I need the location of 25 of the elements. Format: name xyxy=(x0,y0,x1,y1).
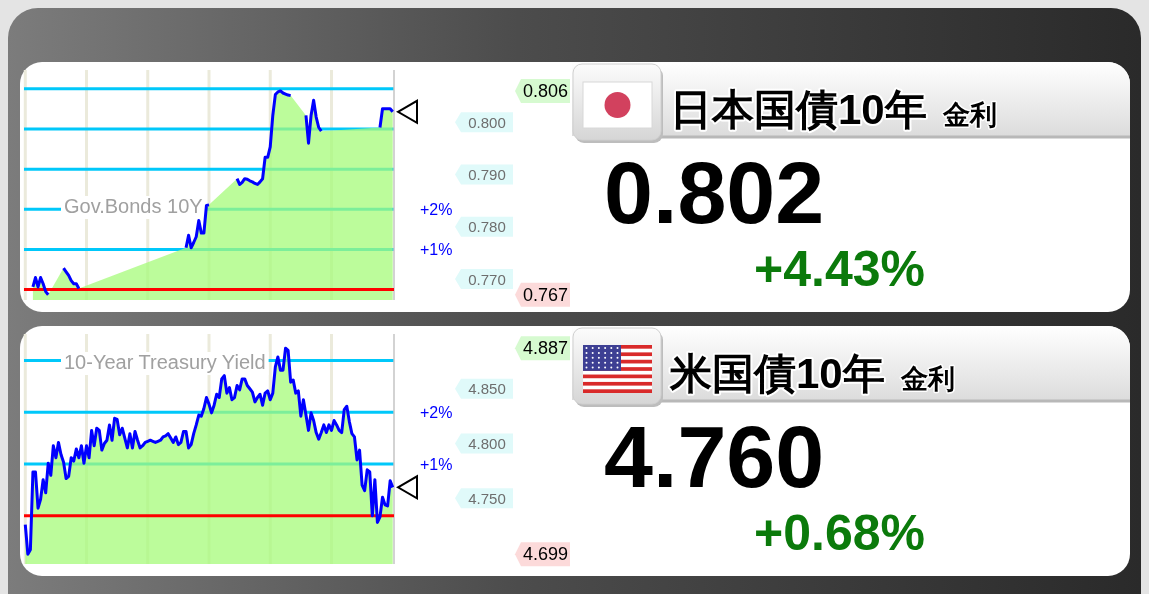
text: 金利 xyxy=(941,100,997,130)
y2-tick-label: 4.750 xyxy=(468,489,506,507)
y-tick-label: +2% xyxy=(420,403,453,421)
y2-tick-label: 0.800 xyxy=(468,113,506,131)
text: 金利 xyxy=(899,364,955,394)
text: Gov.Bonds 10Y xyxy=(64,195,203,217)
y2-tick-label: 0.780 xyxy=(468,218,506,236)
text: 日本国債10年 xyxy=(670,86,927,133)
text: 米国債10年 xyxy=(669,350,885,397)
text: 10-Year Treasury Yield xyxy=(64,351,266,373)
text: 0.802 xyxy=(604,143,825,242)
text: +4.43% xyxy=(754,241,925,297)
y-tick-label: +1% xyxy=(420,240,453,258)
text: 0.806 xyxy=(522,80,569,101)
text: +0.68% xyxy=(754,505,925,561)
text: 4.760 xyxy=(604,407,825,506)
y2-tick-label: 4.800 xyxy=(468,435,506,453)
text: 4.699 xyxy=(522,544,569,565)
y-tick-label: +2% xyxy=(420,200,453,218)
text: 0.767 xyxy=(522,284,569,305)
y-tick-label: +1% xyxy=(420,455,453,473)
y2-tick-label: 0.770 xyxy=(468,270,506,288)
text: 4.887 xyxy=(522,338,569,359)
y2-tick-label: 0.790 xyxy=(468,166,506,184)
y2-tick-label: 4.850 xyxy=(468,380,506,398)
